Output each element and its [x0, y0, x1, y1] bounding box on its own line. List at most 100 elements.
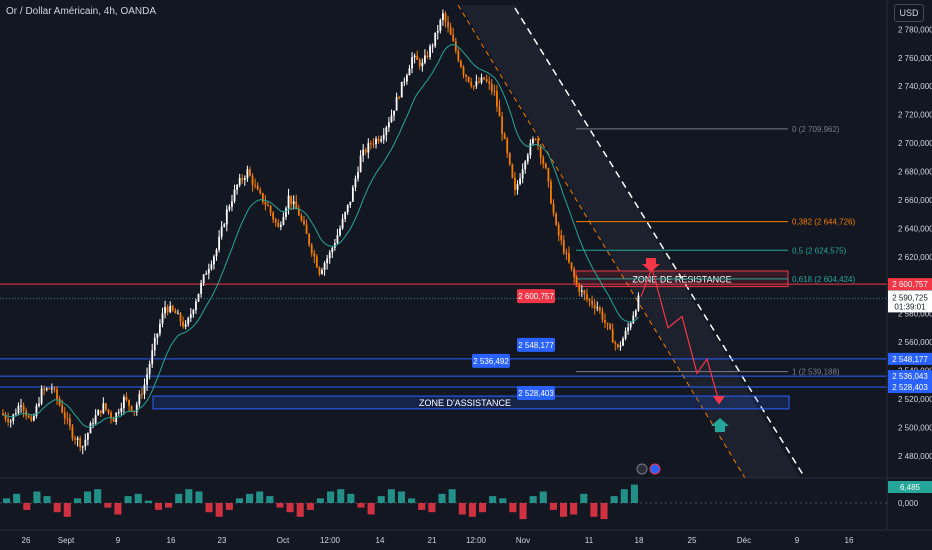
candle-body	[583, 290, 586, 295]
candle-body	[303, 220, 305, 225]
candle-body	[480, 77, 483, 83]
candle-body	[568, 253, 570, 263]
candle-body	[488, 81, 491, 84]
candle-body	[225, 209, 228, 225]
x-tick-label: 21	[428, 536, 437, 545]
osc-value-tag: 6,485	[900, 483, 921, 492]
candle-body	[159, 323, 161, 334]
candle-body	[267, 204, 269, 207]
candle-body	[560, 235, 563, 241]
candle-body	[249, 169, 251, 176]
axis-tag-support-2: 2 536,043	[892, 372, 928, 381]
osc-bar	[306, 503, 314, 510]
candle-body	[32, 415, 35, 421]
candle-body	[68, 418, 71, 427]
candle-body	[462, 67, 465, 75]
candle-body	[382, 134, 385, 140]
osc-bar	[134, 493, 142, 503]
candle-body	[22, 405, 25, 411]
candle-body	[164, 307, 166, 314]
candle-body	[4, 414, 7, 419]
y-tick-label: 2 760,000	[898, 54, 932, 63]
candle-body	[153, 337, 156, 351]
candle-body	[503, 134, 506, 139]
osc-bar	[286, 503, 294, 513]
candle-body	[161, 313, 164, 324]
osc-bar	[559, 503, 568, 517]
osc-bar	[23, 503, 31, 510]
candle-body	[493, 90, 496, 92]
tag-support-1-bg	[517, 337, 555, 352]
candle-body	[246, 169, 249, 179]
axis-tag-support-3: 2 528,403	[892, 383, 928, 392]
candle-body	[385, 127, 388, 135]
candle-body	[120, 408, 123, 413]
currency-button[interactable]: USD	[894, 4, 924, 22]
osc-bar	[397, 491, 406, 503]
axis-tag-support-1-bg	[888, 352, 932, 365]
candle-body	[377, 138, 380, 142]
y-tick-label: 2 500,000	[898, 423, 932, 432]
candle-body	[53, 388, 56, 390]
candle-body	[61, 405, 64, 413]
candle-body	[282, 216, 285, 225]
candle-body	[429, 46, 431, 57]
candle-body	[604, 319, 606, 323]
candle-body	[393, 110, 395, 116]
candle-body	[274, 219, 277, 223]
projection-arrowhead	[713, 396, 725, 405]
candle-body	[295, 201, 298, 210]
osc-bar	[630, 484, 638, 503]
candle-body	[102, 403, 105, 414]
candle-body	[179, 313, 182, 322]
candle-body	[362, 149, 365, 156]
candle-body	[328, 252, 331, 259]
candle-body	[521, 169, 524, 179]
candle-body	[40, 388, 43, 404]
y-tick-label: 2 780,000	[898, 25, 932, 34]
candle-body	[421, 62, 424, 67]
candle-body	[151, 350, 154, 365]
candle-body	[416, 55, 419, 60]
y-tick-label: 2 660,000	[898, 196, 932, 205]
candle-body	[220, 226, 223, 237]
candle-body	[254, 185, 257, 187]
candle-body	[200, 283, 202, 294]
candle-body	[287, 195, 290, 209]
candle-body	[634, 310, 637, 316]
candle-body	[84, 439, 87, 447]
candle-body	[598, 307, 601, 311]
axis-tag-timer: 01:39:01	[894, 302, 926, 311]
osc-bar	[428, 503, 436, 513]
axis-tag-support-3-bg	[888, 380, 932, 393]
candle-body	[375, 138, 377, 145]
x-tick-label: Oct	[277, 536, 290, 545]
osc-bar	[185, 489, 193, 503]
osc-bar	[387, 489, 395, 503]
y-tick-label: 2 580,000	[898, 310, 932, 319]
candle-body	[9, 421, 12, 423]
osc-bar	[509, 503, 517, 513]
x-tick-label: Nov	[516, 536, 530, 545]
candle-body	[426, 55, 429, 57]
candle-body	[310, 244, 313, 254]
candle-body	[308, 233, 311, 245]
candle-body	[478, 81, 480, 83]
candle-body	[431, 45, 434, 47]
candle-body	[593, 304, 596, 309]
tag-support-2-bg	[472, 353, 510, 368]
candle-body	[508, 153, 511, 165]
candle-body	[79, 438, 82, 448]
candle-body	[30, 417, 33, 421]
osc-bar	[620, 489, 628, 503]
osc-bar	[43, 496, 51, 503]
fib-label-3: 0,618 (2 604,424)	[792, 275, 855, 284]
candle-body	[369, 143, 372, 145]
candle-body	[148, 364, 151, 375]
candle-body	[297, 209, 300, 216]
candle-body	[17, 405, 20, 414]
candle-body	[89, 423, 92, 434]
candle-body	[264, 202, 267, 205]
candle-body	[279, 224, 282, 227]
